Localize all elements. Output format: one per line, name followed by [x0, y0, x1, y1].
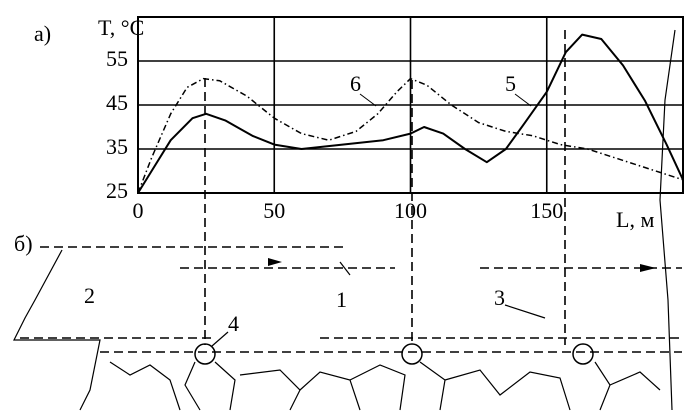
diagram-label: 4	[228, 311, 239, 336]
series-label: 5	[505, 71, 516, 96]
x-tick-label: 50	[263, 198, 285, 223]
x-tick-label: 150	[530, 198, 563, 223]
x-tick-label: 100	[394, 198, 427, 223]
figure: а) T, °C L, м 25354555050100150 56 б)	[0, 0, 685, 412]
y-tick-label: 35	[106, 134, 128, 159]
diagram-label: 2	[84, 283, 95, 308]
panel-label: а)	[34, 21, 51, 46]
y-tick-label: 45	[106, 90, 128, 115]
y-tick-label: 55	[106, 46, 128, 71]
schematic	[14, 30, 682, 410]
panel-label: б)	[14, 231, 33, 256]
x-tick-label: 0	[133, 198, 144, 223]
series-label: 6	[350, 71, 361, 96]
diagram-label: 1	[336, 287, 347, 312]
diagram-label: 3	[494, 285, 505, 310]
y-tick-label: 25	[106, 178, 128, 203]
x-axis-label: L, м	[616, 207, 654, 232]
